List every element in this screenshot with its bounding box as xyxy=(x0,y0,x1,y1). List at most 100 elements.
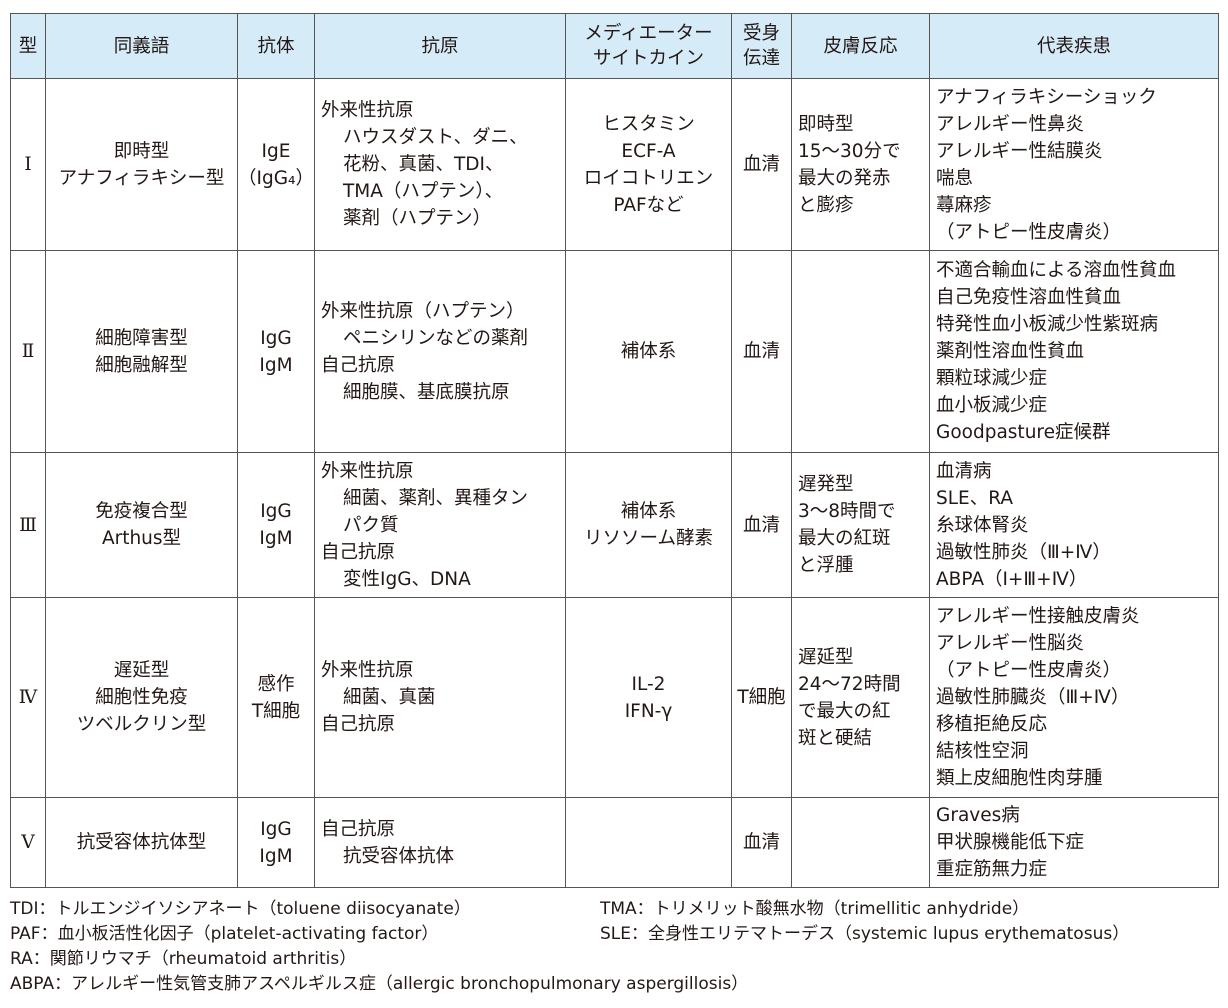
skin-reaction-cell: 遅延型 24〜72時間 で最大の紅 斑と硬結 xyxy=(791,597,930,798)
skin-reaction-line: と浮腫 xyxy=(798,555,854,576)
synonyms-line: 細胞融解型 xyxy=(95,354,188,376)
diseases-line: （アトピー性皮膚炎） xyxy=(936,660,1122,681)
diseases-line: （アトピー性皮膚炎） xyxy=(936,221,1122,243)
diseases-line: アナフィラキシーショック xyxy=(936,86,1157,108)
transfer-cell: T細胞 xyxy=(731,597,792,798)
mediator-cell: 補体系 リソソーム酵素 xyxy=(565,452,732,598)
header-transfer-line: 伝達 xyxy=(742,48,780,69)
mediator-line: 補体系 xyxy=(620,341,677,362)
antigen-cell: 自己抗原抗受容体抗体 xyxy=(314,797,566,888)
diseases-line: 蕁麻疹 xyxy=(936,194,992,216)
mediator-line: IFN-γ xyxy=(624,700,673,722)
diseases-line: 糸球体腎炎 xyxy=(936,514,1029,536)
antigen-line: ペニシリンなどの薬剤 xyxy=(343,327,529,349)
antigen-line: 自己抗原 xyxy=(321,818,396,840)
diseases-line: 喘息 xyxy=(936,167,974,189)
synonyms-line: 免疫複合型 xyxy=(95,501,188,522)
table-row: Ⅰ 即時型 アナフィラキシー型 IgE （IgG₄） 外来性抗原 ハウスダスト、ダニ、 花粉、… xyxy=(10,78,1219,251)
header-mediator-line: メディエーター xyxy=(584,23,713,44)
skin-reaction-line: 最大の発赤 xyxy=(798,167,891,189)
transfer-cell: 血清 xyxy=(731,78,792,251)
type-cell: Ⅲ xyxy=(10,452,46,598)
synonyms-cell: 抗受容体抗体型 xyxy=(45,797,238,888)
synonyms-cell: 細胞障害型細胞融解型 xyxy=(45,250,238,453)
synonyms-line: 細胞障害型 xyxy=(95,327,188,349)
allergy-classification-table: 型同義語 抗体 抗原 メディエーター サイトカイン 受身 伝達 皮膚反応 代表疾患 Ⅰ 即時型 アナ… xyxy=(10,13,1219,888)
skin-reaction-line: 15〜30分で xyxy=(798,140,901,162)
skin-reaction-cell xyxy=(791,250,930,453)
skin-reaction-line: 遅発型 xyxy=(798,474,854,495)
diseases-line: 結核性空洞 xyxy=(936,741,1029,762)
header-transfer: 受身 伝達 xyxy=(731,13,792,79)
synonyms-line: Arthus型 xyxy=(101,528,182,549)
skin-reaction-line: と膨疹 xyxy=(798,194,854,216)
skin-reaction-line: 即時型 xyxy=(798,113,854,135)
synonyms-line: 細胞性免疫 xyxy=(95,687,188,708)
transfer-line: 血清 xyxy=(742,154,780,175)
header-mediator-line: サイトカイン xyxy=(592,48,704,69)
antibody-line: 感作 xyxy=(257,673,295,695)
skin-reaction-line: 24〜72時間 xyxy=(798,673,901,695)
antibody-line: IgG xyxy=(260,818,292,840)
diseases-cell: 不適合輸血による溶血性貧血 自己免疫性溶血性貧血 特発性血小板減少性紫斑病 薬剤性溶血… xyxy=(929,250,1219,453)
antigen-line: 自己抗原 xyxy=(321,354,396,376)
table-row: Ⅱ 細胞障害型 細胞融解型 IgG IgM 外来性抗原（ハプテン） ペニシリンなどの薬剤 自己… xyxy=(10,250,1219,453)
transfer-line: 血清 xyxy=(742,341,780,362)
antibody-line: T細胞 xyxy=(251,700,301,722)
diseases-line: SLE、RA xyxy=(936,487,1013,509)
mediator-line: リソソーム酵素 xyxy=(584,528,713,549)
header-skin-reaction: 皮膚反応 xyxy=(791,13,930,79)
skin-reaction-cell: 即時型 15〜30分で 最大の発赤と膨疹 xyxy=(791,78,930,251)
mediator-cell: ヒスタミン ECF‐A ロイコトリエン PAFなど xyxy=(565,78,732,251)
footnote-abpa: ABPA：アレルギー性気管支肺アスペルギルス症（allergic broncho… xyxy=(10,974,749,994)
diseases-line: 血清病 xyxy=(936,460,992,482)
antigen-line: 抗受容体抗体 xyxy=(343,845,455,867)
diseases-line: 甲状腺機能低下症 xyxy=(936,832,1085,853)
skin-reaction-line: で最大の紅 xyxy=(798,700,891,722)
transfer-line: 血清 xyxy=(742,832,780,853)
header-antibody-line: 抗体 xyxy=(257,35,295,57)
type-cell: Ⅳ xyxy=(10,597,46,798)
table-row: Ⅲ 免疫複合型 Arthus型 IgG IgM 外来性抗原 細菌、薬剤、異種タン パク質 自己抗… xyxy=(10,452,1219,598)
skin-reaction-line: 3〜8時間で xyxy=(798,501,896,522)
antibody-cell: 感作 T細胞 xyxy=(237,597,315,798)
mediator-line: ヒスタミン xyxy=(602,113,695,135)
synonyms-line: ツベルクリン型 xyxy=(76,714,207,735)
header-diseases: 代表疾患 xyxy=(929,13,1219,79)
antigen-line: パク質 xyxy=(343,514,399,536)
diseases-line: アレルギー性結膜炎 xyxy=(936,140,1103,162)
header-mediator: メディエーター サイトカイン xyxy=(565,13,732,79)
diseases-line: ABPA（Ⅰ+Ⅲ+Ⅳ） xyxy=(936,568,1088,590)
antibody-cell: IgG IgM xyxy=(237,250,315,453)
diseases-line: 不適合輸血による溶血性貧血 xyxy=(936,260,1176,281)
synonyms-line: 遅延型 xyxy=(113,660,170,681)
mediator-line: PAFなど xyxy=(613,194,684,216)
diseases-line: 移植拒絶反応 xyxy=(936,714,1048,735)
header-synonyms: 同義語 xyxy=(45,13,238,79)
antigen-line: 外来性抗原（ハプテン） xyxy=(321,300,525,322)
diseases-line: 過敏性肺臓炎（Ⅲ+Ⅳ） xyxy=(936,687,1130,708)
diseases-line: 自己免疫性溶血性貧血 xyxy=(936,287,1122,308)
header-row: 型同義語 抗体 抗原 メディエーター サイトカイン 受身 伝達 皮膚反応 代表疾患 xyxy=(10,13,1219,79)
antibody-line: IgG xyxy=(260,501,292,522)
antigen-cell: 外来性抗原 ハウスダスト、ダニ、 花粉、真菌、TDI、 TMA（ハプテン）、 薬剤（ハプ… xyxy=(314,78,566,251)
antigen-line: 花粉、真菌、TDI、 xyxy=(343,154,504,175)
synonyms-line: アナフィラキシー型 xyxy=(58,167,225,189)
antibody-line: IgE xyxy=(261,140,291,162)
header-type-line: 型 xyxy=(18,35,38,57)
synonyms-cell: 免疫複合型 Arthus型 xyxy=(45,452,238,598)
antibody-cell: IgG IgM xyxy=(237,452,315,598)
table-row: Ⅳ 遅延型 細胞性免疫 ツベルクリン型 感作 T細胞 外来性抗原 細菌、真菌 自己抗原 IL-2 I… xyxy=(10,597,1219,798)
skin-reaction-line: 遅延型 xyxy=(798,646,854,668)
antigen-line: TMA（ハプテン）、 xyxy=(343,181,504,202)
antigen-line: 自己抗原 xyxy=(321,541,396,563)
diseases-cell: アナフィラキシーショック アレルギー性鼻炎 アレルギー性結膜炎 喘息蕁麻疹 （アトピー性… xyxy=(929,78,1219,251)
diseases-line: アレルギー性鼻炎 xyxy=(936,113,1085,135)
synonyms-cell: 遅延型細胞性免疫ツベルクリン型 xyxy=(45,597,238,798)
type-cell: Ⅱ xyxy=(10,250,46,453)
header-antibody: 抗体 xyxy=(237,13,315,79)
transfer-line: 血清 xyxy=(742,514,780,536)
footnote-sle: SLE：全身性エリテマトーデス（systemic lupus erythemat… xyxy=(600,924,1130,944)
antigen-line: ハウスダスト、ダニ、 xyxy=(343,127,528,148)
diseases-line: アレルギー性接触皮膚炎 xyxy=(936,606,1140,627)
